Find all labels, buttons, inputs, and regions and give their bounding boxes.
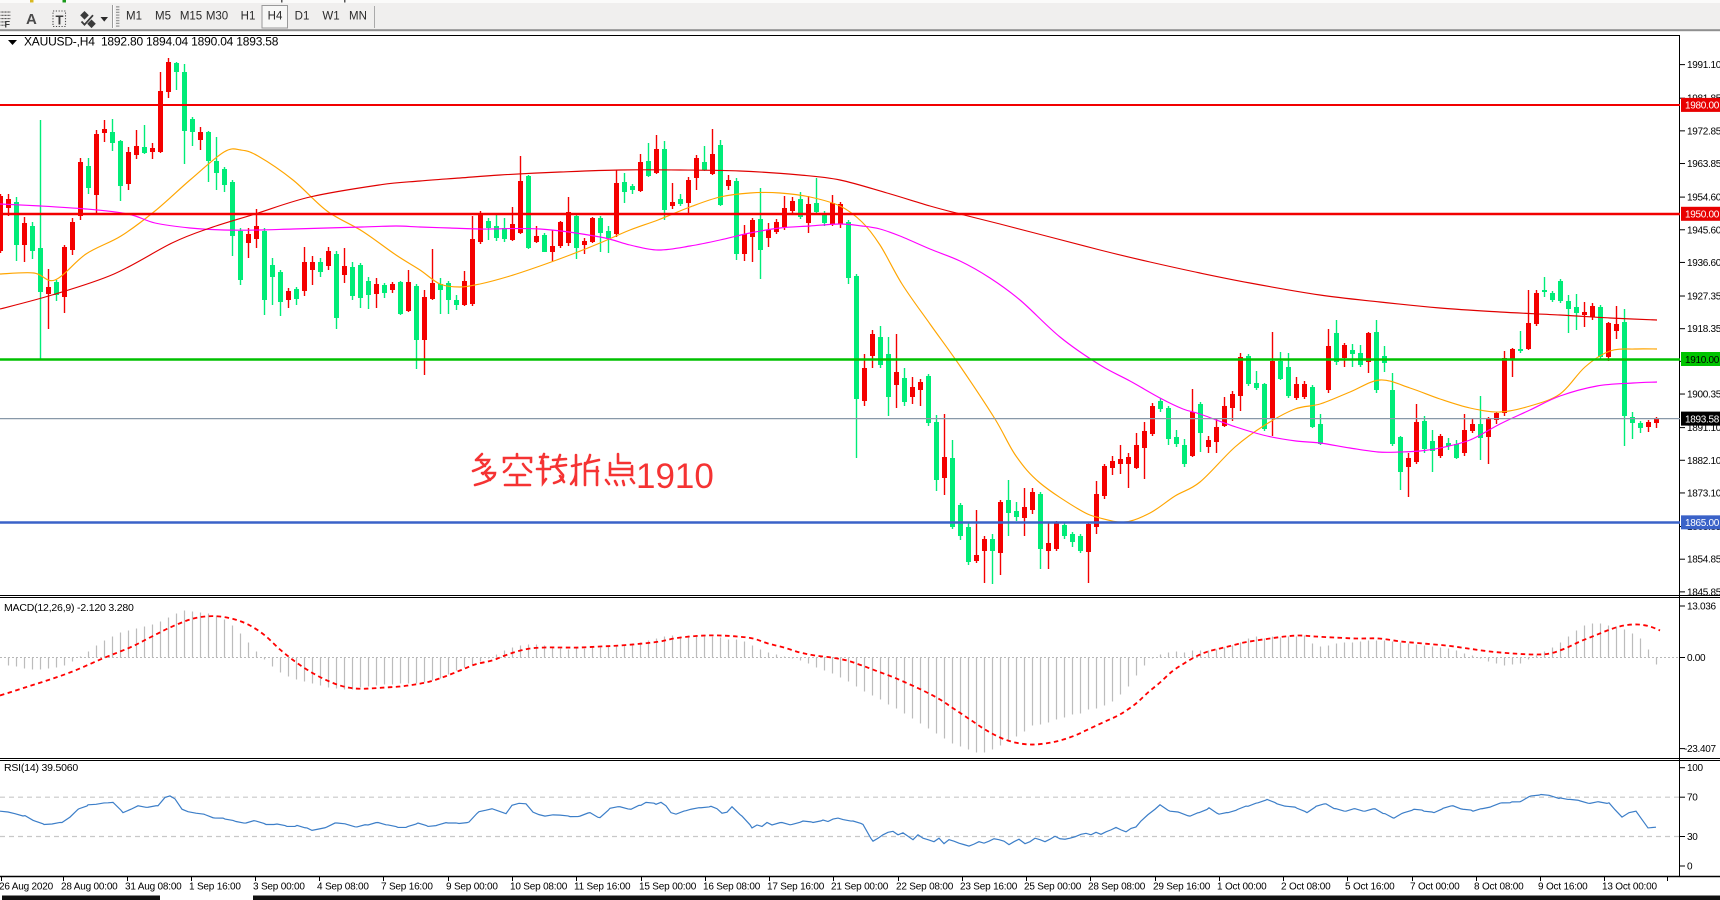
svg-text:T: T [56,13,64,28]
svg-text:1980.00: 1980.00 [1685,101,1720,112]
svg-text:1954.60: 1954.60 [1687,193,1720,204]
svg-text:1 Sep 16:00: 1 Sep 16:00 [189,882,241,893]
svg-text:29 Sep 16:00: 29 Sep 16:00 [1153,882,1211,893]
svg-text:23 Sep 16:00: 23 Sep 16:00 [960,882,1018,893]
svg-text:1936.60: 1936.60 [1687,258,1720,269]
svg-text:F: F [5,20,11,30]
svg-text:9 Oct 16:00: 9 Oct 16:00 [1538,882,1588,893]
svg-text:22 Sep 08:00: 22 Sep 08:00 [896,882,954,893]
svg-text:31 Aug 08:00: 31 Aug 08:00 [125,882,182,893]
svg-text:25 Sep 00:00: 25 Sep 00:00 [1024,882,1082,893]
svg-text:XAUUSD-,H4 1892.80 1894.04 18: XAUUSD-,H4 1892.80 1894.04 1890.04 1893.… [24,35,279,49]
svg-text:1927.35: 1927.35 [1687,292,1720,303]
svg-text:28 Sep 08:00: 28 Sep 08:00 [1088,882,1146,893]
svg-text:A: A [26,11,37,28]
svg-text:16 Sep 08:00: 16 Sep 08:00 [703,882,761,893]
svg-text:M15: M15 [180,11,202,23]
svg-text:M1: M1 [126,11,142,23]
svg-text:7 Sep 16:00: 7 Sep 16:00 [381,882,433,893]
svg-text:0: 0 [1687,862,1693,873]
svg-text:10 Sep 08:00: 10 Sep 08:00 [510,882,568,893]
svg-text:15 Sep 00:00: 15 Sep 00:00 [639,882,697,893]
svg-text:1963.85: 1963.85 [1687,159,1720,170]
svg-text:100: 100 [1687,763,1704,774]
svg-text:3 Sep 00:00: 3 Sep 00:00 [253,882,305,893]
svg-text:H1: H1 [241,11,256,23]
svg-text:0.00: 0.00 [1687,653,1706,664]
svg-text:W1: W1 [322,11,339,23]
svg-text:5 Oct 16:00: 5 Oct 16:00 [1345,882,1395,893]
svg-text:13 Oct 00:00: 13 Oct 00:00 [1602,882,1657,893]
svg-text:11 Sep 16:00: 11 Sep 16:00 [574,882,631,893]
svg-text:1 Oct 00:00: 1 Oct 00:00 [1217,882,1267,893]
svg-text:D1: D1 [295,11,310,23]
svg-text:MACD(12,26,9) -2.120 3.280: MACD(12,26,9) -2.120 3.280 [4,602,134,614]
svg-text:1854.85: 1854.85 [1687,555,1720,566]
svg-text:MN: MN [349,11,367,23]
svg-text:1873.10: 1873.10 [1687,488,1720,499]
svg-text:RSI(14) 39.5060: RSI(14) 39.5060 [4,762,78,774]
svg-text:21 Sep 00:00: 21 Sep 00:00 [831,882,889,893]
svg-text:2 Oct 08:00: 2 Oct 08:00 [1281,882,1331,893]
svg-text:1910.00: 1910.00 [1685,355,1720,366]
svg-text:M30: M30 [206,11,228,23]
svg-text:H4: H4 [268,11,283,23]
svg-text:4 Sep 08:00: 4 Sep 08:00 [317,882,369,893]
svg-text:1972.85: 1972.85 [1687,126,1720,137]
svg-text:1845.85: 1845.85 [1687,587,1720,598]
svg-text:1893.58: 1893.58 [1685,414,1720,425]
svg-text:1882.10: 1882.10 [1687,456,1720,467]
svg-text:17 Sep 16:00: 17 Sep 16:00 [767,882,825,893]
svg-text:9 Sep 00:00: 9 Sep 00:00 [446,882,498,893]
svg-text:7 Oct 00:00: 7 Oct 00:00 [1410,882,1460,893]
svg-text:1918.35: 1918.35 [1687,324,1720,335]
svg-text:28 Aug 00:00: 28 Aug 00:00 [61,882,118,893]
svg-text:1950.00: 1950.00 [1685,210,1720,221]
svg-text:8 Oct 08:00: 8 Oct 08:00 [1474,882,1524,893]
svg-text:1865.00: 1865.00 [1685,518,1720,529]
svg-text:M5: M5 [155,11,171,23]
svg-text:26 Aug 2020: 26 Aug 2020 [0,882,54,893]
svg-text:-23.407: -23.407 [1684,744,1717,755]
svg-text:1945.60: 1945.60 [1687,225,1720,236]
svg-text:1991.10: 1991.10 [1687,60,1720,71]
svg-text:1891.10: 1891.10 [1687,423,1720,434]
svg-text:13.036: 13.036 [1687,602,1717,613]
svg-text:1900.35: 1900.35 [1687,390,1720,401]
svg-text:1910: 1910 [636,457,714,496]
svg-text:70: 70 [1687,793,1698,804]
svg-text:30: 30 [1687,832,1698,843]
